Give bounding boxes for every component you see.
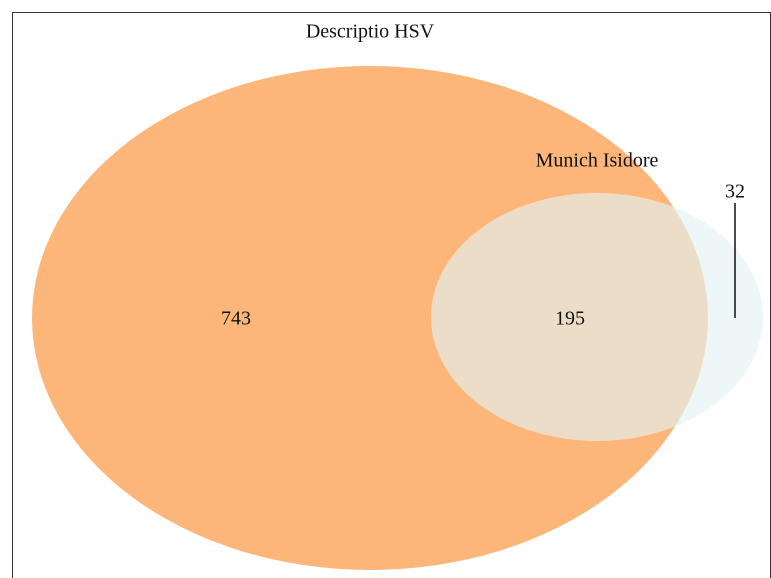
region-label: 195	[555, 308, 585, 330]
region-label: 32	[725, 181, 745, 203]
region-label: 743	[221, 308, 251, 330]
set-label: Descriptio HSV	[306, 21, 435, 43]
set-ellipse	[431, 193, 763, 441]
set-ellipse	[32, 66, 708, 570]
set-label: Munich Isidore	[536, 150, 659, 172]
